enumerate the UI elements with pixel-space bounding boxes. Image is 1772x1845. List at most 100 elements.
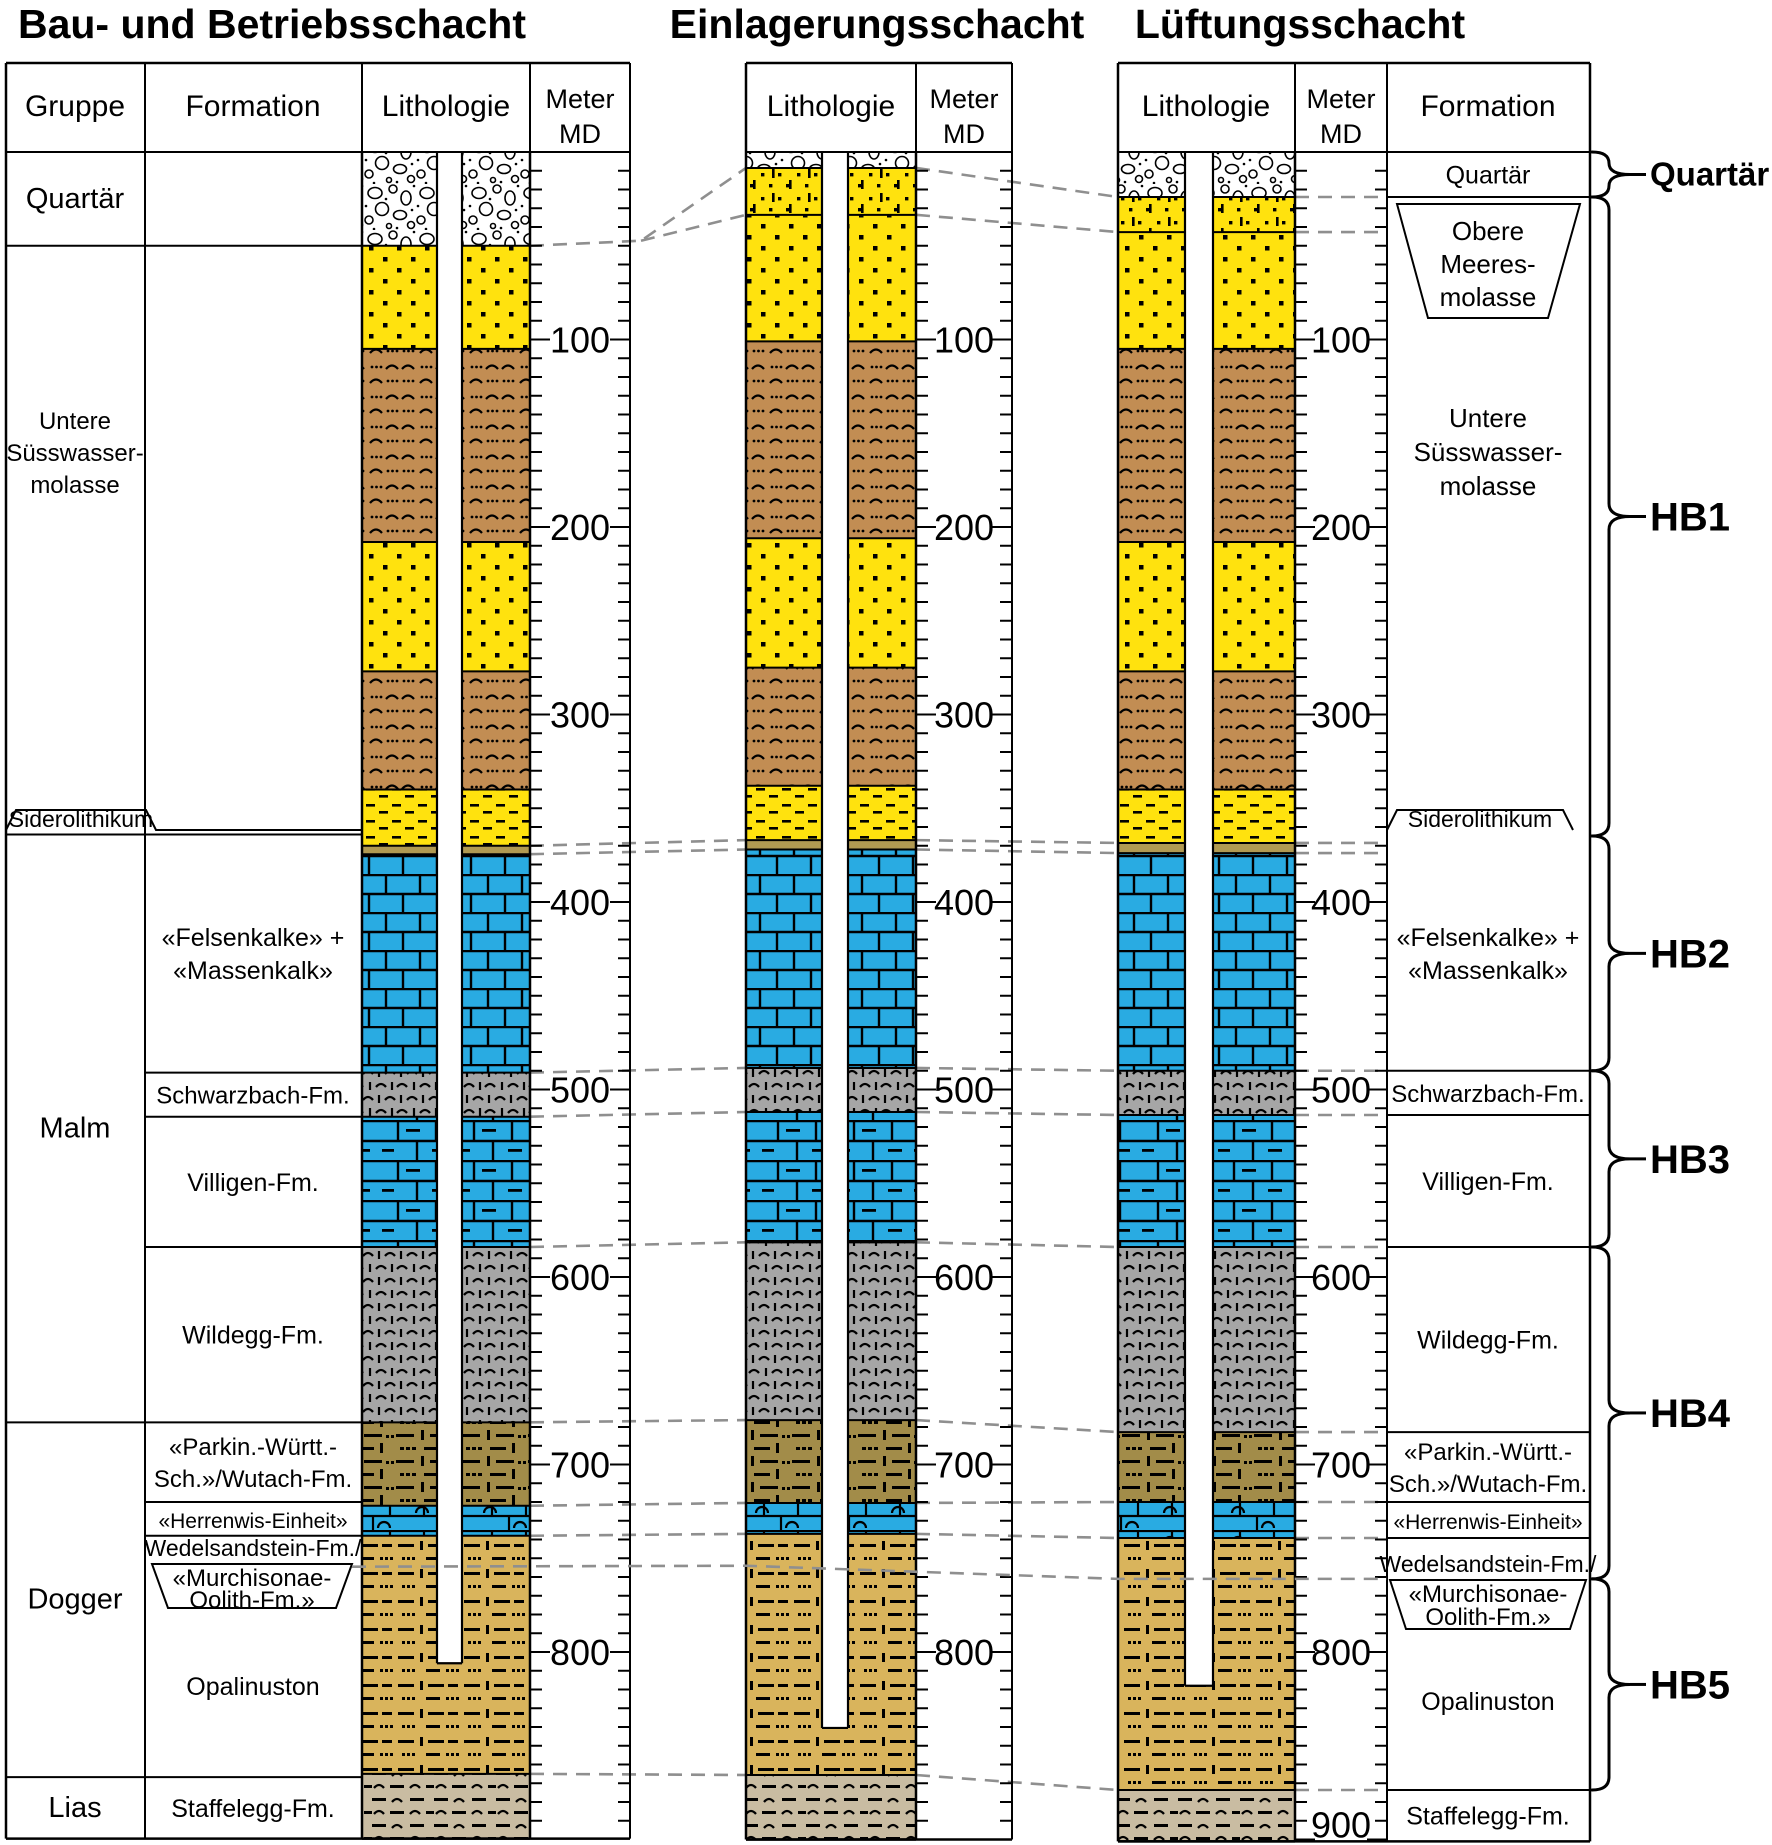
correlation-line — [529, 848, 747, 856]
hydro-unit-braces: Quartär HB1 HB2 HB3 HB4 HB5 — [1590, 150, 1769, 1792]
formation-label: «Herrenwis-Einheit» — [158, 1510, 347, 1533]
group-label: Dogger — [27, 1584, 122, 1616]
correlation-line — [915, 1418, 1119, 1434]
formation-label: Opalinuston — [186, 1673, 319, 1701]
correlation-line — [529, 838, 747, 848]
formation-label-omm: Obere — [1452, 216, 1524, 246]
lithology-layer-marl-staffelegg — [1118, 1790, 1295, 1842]
correlation-line — [915, 848, 1119, 855]
depth-label-300: 300 — [934, 695, 994, 736]
omm-trapezoid — [1395, 203, 1582, 319]
formation-label: «Felsenkalke» + — [1397, 924, 1580, 952]
header-meter-left: Meter — [545, 84, 614, 114]
depth-label-500: 500 — [1311, 1070, 1371, 1111]
formation-label: «Felsenkalke» + — [162, 924, 345, 952]
shaft-column-left: 100 200 300 400 500 600 700 800 — [360, 63, 631, 1840]
correlation-line — [529, 1532, 747, 1538]
borehole-shaft — [822, 152, 848, 1728]
header-lithologie-right: Lithologie — [1142, 90, 1270, 123]
correlation-line — [915, 213, 1119, 234]
depth-label-100: 100 — [934, 320, 994, 361]
correlation-line — [529, 1066, 747, 1074]
formation-label: Opalinuston — [1421, 1688, 1554, 1716]
formation-label: Untere — [1449, 403, 1527, 433]
hb-label-HB4: HB4 — [1650, 1392, 1731, 1436]
depth-ticks — [916, 169, 1012, 1841]
depth-label-500: 500 — [550, 1070, 610, 1111]
group-label: Quartär — [26, 183, 125, 215]
section-title-lueftungsschacht: Lüftungsschacht — [1135, 1, 1466, 47]
shaft-column-middle: 100 200 300 400 500 600 700 800 — [744, 63, 1013, 1841]
depth-label-800: 800 — [934, 1632, 994, 1673]
section-title-bau-und-betriebsschacht: Bau- und Betriebsschacht — [18, 1, 526, 47]
correlation-line — [529, 1418, 747, 1424]
formation-label-murchisonae: «Murchisonae- — [1409, 1581, 1568, 1608]
depth-label-600: 600 — [934, 1257, 994, 1298]
header-md-middle: MD — [943, 119, 985, 149]
depth-label-100: 100 — [1311, 320, 1371, 361]
hb-brace-HB4 — [1590, 1245, 1631, 1581]
lithology-layer-marl-staffelegg — [746, 1775, 916, 1840]
depth-label-600: 600 — [550, 1257, 610, 1298]
borehole-shaft — [1185, 152, 1213, 1686]
depth-label-700: 700 — [1311, 1445, 1371, 1486]
depth-label-300: 300 — [550, 695, 610, 736]
hb-label-HB1: HB1 — [1650, 496, 1730, 540]
siderolithikum-banner-left — [5, 809, 362, 831]
formation-label: Sch.»/Wutach-Fm. — [1389, 1471, 1587, 1498]
formation-label-wedelsandstein: Wedelsandstein-Fm./ — [1380, 1551, 1597, 1577]
correlation-line — [529, 1110, 747, 1118]
murchisonae-trapezoid-left — [150, 1563, 354, 1609]
depth-label-100: 100 — [550, 320, 610, 361]
section-title-einlagerungsschacht: Einlagerungsschacht — [670, 1, 1085, 47]
formation-label-omm: Meeres- — [1440, 249, 1535, 279]
header-formation-right: Formation — [1420, 90, 1555, 123]
depth-label-200: 200 — [934, 507, 994, 548]
header-md-right: MD — [1320, 119, 1362, 149]
depth-label-200: 200 — [1311, 507, 1371, 548]
depth-label-600: 600 — [1311, 1257, 1371, 1298]
lithology-layer-marl-staffelegg — [362, 1773, 530, 1839]
hb-label-HB3: HB3 — [1650, 1138, 1730, 1182]
formation-label: molasse — [1440, 471, 1537, 501]
group-label: Malm — [40, 1112, 111, 1144]
hb-brace-HB3 — [1590, 1069, 1631, 1249]
table-frames — [4, 61, 1592, 1843]
lithology-columns: 100 200 300 400 500 600 700 800 100 200 300 400 500 6… — [360, 63, 1388, 1845]
formation-label: Schwarzbach-Fm. — [1391, 1081, 1584, 1108]
formation-label: Schwarzbach-Fm. — [156, 1083, 349, 1110]
formation-label-murchisonae: «Murchisonae- — [173, 1565, 332, 1592]
hb-brace-HB2 — [1590, 834, 1631, 1073]
correlation-line — [915, 1773, 1119, 1792]
formation-label-murchisonae: Oolith-Fm.» — [1425, 1604, 1550, 1631]
depth-label-800: 800 — [550, 1632, 610, 1673]
correlation-line — [915, 1066, 1119, 1073]
depth-label-400: 400 — [1311, 882, 1371, 923]
depth-ticks — [1295, 169, 1387, 1841]
depth-label-700: 700 — [550, 1445, 610, 1486]
depth-label-400: 400 — [934, 882, 994, 923]
formation-label: Wildegg-Fm. — [1417, 1327, 1559, 1355]
formation-label: «Parkin.-Württ.- — [1404, 1439, 1572, 1466]
correlation-line — [915, 1532, 1119, 1540]
formation-label: Staffelegg-Fm. — [1406, 1803, 1570, 1831]
group-label: Untere — [39, 408, 111, 435]
header-meter-middle: Meter — [929, 84, 998, 114]
formation-label: «Herrenwis-Einheit» — [1393, 1511, 1582, 1534]
hb-label-HB2: HB2 — [1650, 932, 1730, 976]
correlation-line — [529, 1772, 747, 1777]
shaft-column-right: 100 200 300 400 500 600 700 800 900 — [1116, 63, 1388, 1845]
depth-label-200: 200 — [550, 507, 610, 548]
formation-label: Sch.»/Wutach-Fm. — [154, 1466, 352, 1493]
depth-label-300: 300 — [1311, 695, 1371, 736]
header-md-left: MD — [559, 119, 601, 149]
hb-label-HB5: HB5 — [1650, 1663, 1730, 1707]
correlation-line-quartaer — [529, 166, 747, 248]
depth-label-500: 500 — [934, 1070, 994, 1111]
formation-label: Quartär — [1446, 162, 1531, 190]
header-lithologie-left: Lithologie — [382, 90, 510, 123]
correlation-line — [915, 1110, 1119, 1117]
table-labels: Quartär Untere Süsswasser-molasse Malm Dogge… — [5, 162, 1597, 1831]
correlation-line — [529, 1241, 747, 1249]
